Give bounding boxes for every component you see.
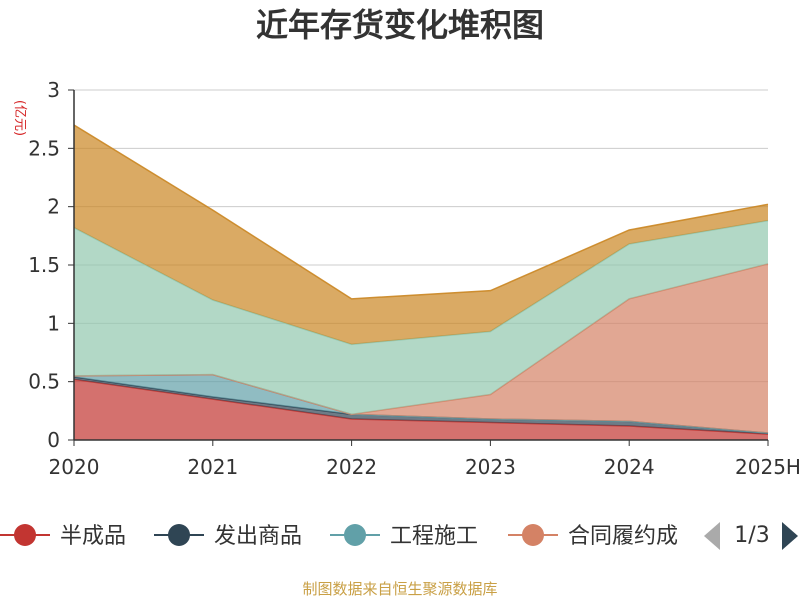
y-tick-label: 3: [47, 78, 60, 102]
legend-circle-icon: [14, 524, 36, 546]
legend-item[interactable]: 半成品: [0, 524, 126, 549]
data-source-note: 制图数据来自恒生聚源数据库: [302, 580, 497, 598]
y-tick-label: 2: [47, 195, 60, 219]
legend-item[interactable]: 合同履约成: [508, 524, 678, 549]
area-series-3: [74, 263, 768, 433]
legend-circle-icon: [522, 524, 544, 546]
legend-next-arrow-icon[interactable]: [782, 522, 798, 550]
x-tick-label: 2022: [326, 455, 377, 479]
x-tick-label: 2025H: [735, 455, 800, 479]
axes: [73, 90, 768, 441]
y-unit-label: (亿元): [12, 100, 27, 136]
x-tick-labels: 2020 2021 2022 2023 2024 2025H: [49, 440, 800, 479]
y-tick-label: 2.5: [28, 136, 60, 160]
x-tick-label: 2023: [465, 455, 516, 479]
y-tick-label: 0.5: [28, 370, 60, 394]
area-series-0: [74, 379, 768, 440]
x-tick-label: 2024: [604, 455, 655, 479]
legend-item[interactable]: 发出商品: [154, 524, 302, 549]
y-tick-label: 0: [47, 428, 60, 452]
legend-item[interactable]: 工程施工: [330, 524, 478, 549]
area-series-2: [74, 374, 768, 433]
legend-circle-icon: [168, 524, 190, 546]
y-tick-label: 1.5: [28, 253, 60, 277]
legend-circle-icon: [344, 524, 366, 546]
legend-label: 合同履约成: [568, 524, 678, 549]
y-tick-label: 1: [47, 311, 60, 335]
legend-pager: 1/3: [704, 522, 798, 550]
legend: 半成品 发出商品 工程施工 合同履约成: [0, 524, 678, 549]
legend-prev-arrow-icon[interactable]: [704, 522, 720, 550]
area-series-4: [74, 220, 768, 415]
legend-label: 发出商品: [214, 524, 302, 549]
chart-title: 近年存货变化堆积图: [256, 6, 544, 44]
legend-label: 半成品: [60, 524, 126, 549]
x-tick-label: 2020: [49, 455, 100, 479]
area-series-line-5: [73, 124, 769, 300]
y-tick-labels: 0 0.5 1 1.5 2 2.5 3: [28, 78, 60, 452]
area-series-5: [74, 125, 768, 345]
area-series-1: [74, 377, 768, 435]
x-tick-label: 2021: [187, 455, 238, 479]
stacked-areas: [73, 124, 769, 440]
legend-page-indicator: 1/3: [734, 523, 769, 548]
legend-label: 工程施工: [390, 524, 478, 549]
